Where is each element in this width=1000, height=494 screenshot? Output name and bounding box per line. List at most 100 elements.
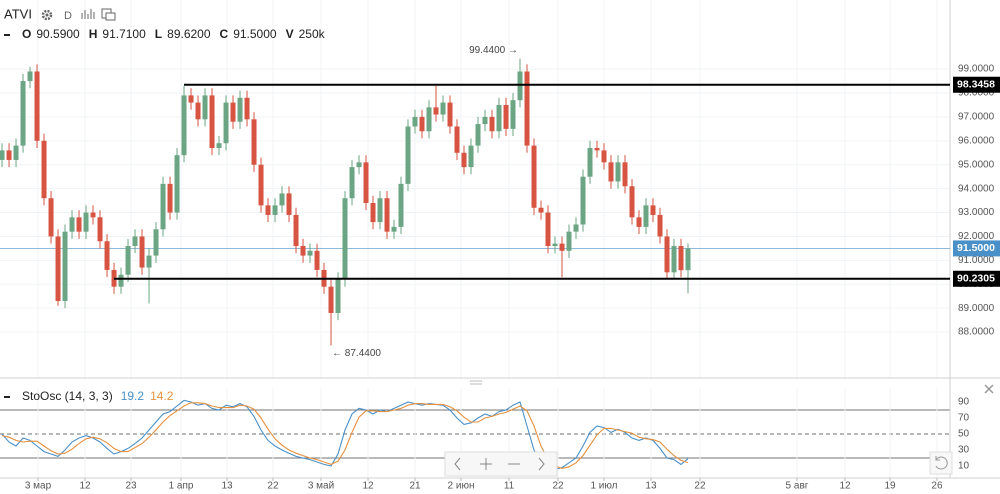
compare-icon[interactable] xyxy=(101,8,116,21)
candle-body xyxy=(48,198,54,237)
candle-body xyxy=(636,217,642,227)
interval[interactable]: D xyxy=(64,10,72,22)
candle-body xyxy=(678,246,684,271)
candle-body xyxy=(272,205,278,215)
candle-body xyxy=(594,147,600,151)
candle-body xyxy=(496,104,502,132)
y-tick-label: 70 xyxy=(958,413,970,424)
x-tick-label: 1 апр xyxy=(169,481,194,492)
candle-body xyxy=(405,126,411,184)
y-tick-label: 30 xyxy=(958,445,970,456)
candle-body xyxy=(524,71,530,146)
candle-body xyxy=(279,193,285,206)
reset-icon xyxy=(935,456,948,470)
candle-body xyxy=(363,162,369,203)
candle-body xyxy=(552,243,558,247)
candle-body xyxy=(461,152,467,168)
candle-body xyxy=(20,81,26,146)
candle-body xyxy=(6,150,12,160)
candle-body xyxy=(307,250,313,256)
ohlcv-value: 91.7100 xyxy=(102,27,146,41)
candle-body xyxy=(629,186,635,218)
x-tick-label: 23 xyxy=(125,481,137,492)
control-bar xyxy=(444,451,558,477)
bars-icon[interactable] xyxy=(81,9,95,19)
candle-body xyxy=(685,248,691,271)
ohlcv-legend: O 90.5900 H 91.7100 L 89.6200 C 91.5000 V 250k xyxy=(22,27,326,41)
candle-body xyxy=(510,100,516,129)
oscillator-line xyxy=(1,399,689,470)
candle-body xyxy=(27,71,33,82)
x-tick-label: 26 xyxy=(931,481,943,492)
y-tick-label: 89.0000 xyxy=(958,303,995,314)
settings-icon[interactable] xyxy=(41,9,53,21)
candle-body xyxy=(314,250,320,270)
candle-body xyxy=(559,243,565,251)
candle-body xyxy=(419,116,425,132)
x-tick-label: 5 авг xyxy=(786,481,809,492)
ohlcv-value: 90.5900 xyxy=(36,27,80,41)
scroll-right-button[interactable] xyxy=(538,457,545,471)
x-tick-label: 22 xyxy=(694,481,706,492)
candle-body xyxy=(41,140,47,199)
candle-body xyxy=(265,205,271,215)
candle-body xyxy=(188,95,194,103)
candle-body xyxy=(475,124,481,146)
x-tick-label: 13 xyxy=(645,481,657,492)
indicator-value: 14.2 xyxy=(150,389,174,403)
candle-body xyxy=(664,236,670,273)
scroll-left-button[interactable] xyxy=(454,457,461,471)
price-label-box xyxy=(953,270,1000,287)
annotation: 99.4400 → xyxy=(469,45,518,56)
candle-body xyxy=(468,145,474,168)
candle-body xyxy=(139,236,145,268)
x-tick-label: 22 xyxy=(552,481,564,492)
x-tick-label: 3 мар xyxy=(25,481,52,492)
y-tick-label: 97.0000 xyxy=(958,112,995,123)
price-label: 90.2305 xyxy=(957,273,995,285)
candle-body xyxy=(83,212,89,232)
candle-body xyxy=(76,217,82,232)
candle-body xyxy=(104,241,110,270)
x-tick-label: 12 xyxy=(79,481,91,492)
grid-layer xyxy=(0,0,950,478)
candle-body xyxy=(167,183,173,213)
candle-body xyxy=(125,246,131,275)
candle-body xyxy=(398,183,404,227)
candle-body xyxy=(615,162,621,182)
ohlcv-value: 89.6200 xyxy=(167,27,211,41)
candle-body xyxy=(587,147,593,177)
candle-body xyxy=(160,183,166,230)
candle-body xyxy=(202,95,208,120)
x-tick-label: 2 июн xyxy=(448,481,475,492)
y-tick-label: 98.0000 xyxy=(958,88,995,99)
candle-body xyxy=(90,212,96,218)
candle-body xyxy=(174,155,180,213)
candle-body xyxy=(440,102,446,115)
candle-body xyxy=(13,145,19,160)
reset-button[interactable] xyxy=(929,451,953,475)
symbol[interactable]: ATVI xyxy=(4,6,32,21)
y-tick-label: 10 xyxy=(958,461,970,472)
y-tick-label: 92.0000 xyxy=(958,231,995,242)
close-icon[interactable] xyxy=(984,384,994,394)
candle-body xyxy=(391,226,397,232)
candle-body xyxy=(0,150,5,160)
y-tick-label: 99.0000 xyxy=(958,64,995,75)
candle-body xyxy=(237,97,243,122)
y-tick-label: 95.0000 xyxy=(958,159,995,170)
price-label: 98.3458 xyxy=(957,79,995,91)
zoom-controls xyxy=(444,451,953,477)
candle-body xyxy=(412,116,418,127)
oscillator-line xyxy=(1,402,689,469)
candle-body xyxy=(181,95,187,156)
x-tick-label: 12 xyxy=(839,481,851,492)
x-tick-label: 19 xyxy=(884,481,896,492)
candle-body xyxy=(503,104,509,129)
ohlcv-value: 250k xyxy=(299,27,326,41)
candle-body xyxy=(531,145,537,208)
candle-body xyxy=(433,107,439,115)
zoom-in-button[interactable] xyxy=(480,458,492,470)
candle-body xyxy=(447,102,453,127)
